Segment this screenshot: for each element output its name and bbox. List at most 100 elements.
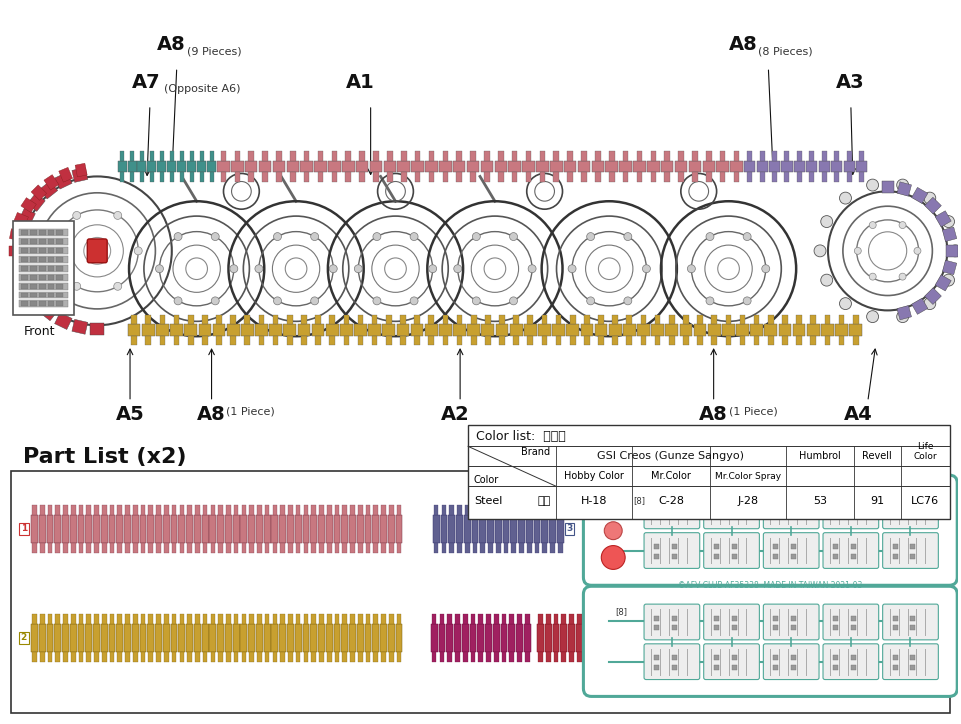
Bar (386, 316, 392, 324)
Bar (630, 624, 637, 652)
Bar (48, 542, 52, 552)
Bar (63, 542, 68, 552)
Bar (70, 624, 77, 652)
Bar (519, 542, 524, 552)
Bar (140, 151, 144, 161)
Bar (187, 161, 196, 172)
Bar (731, 514, 736, 519)
Text: GSI Creos (Gunze Sangyo): GSI Creos (Gunze Sangyo) (598, 451, 745, 461)
Bar (612, 336, 618, 345)
Bar (386, 336, 392, 345)
Bar (164, 505, 168, 515)
Bar (137, 161, 146, 172)
FancyBboxPatch shape (583, 586, 957, 696)
Bar (503, 515, 509, 542)
Bar (471, 336, 477, 345)
Bar (429, 316, 434, 324)
Text: A4: A4 (844, 405, 873, 424)
Bar (234, 542, 238, 552)
Bar (442, 542, 446, 552)
Bar (453, 161, 465, 172)
Bar (194, 515, 201, 542)
Bar (356, 161, 368, 172)
Bar (318, 151, 323, 161)
Bar (149, 542, 153, 552)
Bar (387, 172, 393, 182)
Bar (893, 514, 898, 519)
Bar (833, 615, 838, 620)
Text: Humbrol: Humbrol (800, 451, 841, 461)
Bar (18, 523, 29, 534)
Bar (200, 151, 204, 161)
FancyBboxPatch shape (823, 533, 878, 568)
Bar (425, 324, 437, 336)
Bar (397, 542, 402, 552)
Bar (623, 624, 629, 652)
Bar (318, 624, 325, 652)
Circle shape (854, 248, 861, 254)
Bar (654, 336, 660, 345)
Bar (218, 614, 223, 624)
Bar (346, 151, 351, 161)
Bar (93, 624, 100, 652)
Circle shape (706, 232, 714, 240)
Bar (47, 301, 55, 306)
FancyBboxPatch shape (882, 533, 938, 568)
Bar (259, 316, 264, 324)
Bar (357, 624, 363, 652)
Bar (94, 652, 99, 662)
Circle shape (867, 179, 878, 191)
Bar (387, 151, 393, 161)
Circle shape (211, 297, 219, 305)
Bar (833, 625, 838, 630)
Bar (797, 151, 801, 161)
Bar (488, 542, 493, 552)
Bar (558, 505, 562, 515)
Bar (448, 515, 456, 542)
Bar (210, 614, 215, 624)
Bar (550, 505, 554, 515)
Bar (327, 614, 332, 624)
Bar (304, 542, 308, 552)
Bar (38, 257, 45, 262)
Bar (637, 172, 642, 182)
Bar (924, 197, 942, 214)
Bar (598, 336, 604, 345)
Bar (374, 505, 378, 515)
Bar (822, 172, 826, 182)
Bar (508, 624, 515, 652)
Bar (296, 652, 301, 662)
Bar (439, 324, 452, 336)
Bar (30, 274, 37, 279)
FancyBboxPatch shape (882, 604, 938, 640)
Bar (287, 336, 292, 345)
Bar (311, 614, 316, 624)
Bar (47, 284, 55, 289)
Bar (280, 515, 286, 542)
Bar (456, 515, 463, 542)
Bar (652, 324, 664, 336)
Bar (71, 542, 76, 552)
Bar (209, 151, 213, 161)
Bar (605, 161, 618, 172)
Circle shape (529, 265, 536, 273)
Bar (13, 226, 29, 242)
Bar (319, 614, 324, 624)
Bar (502, 614, 506, 624)
Bar (203, 542, 208, 552)
Bar (601, 614, 604, 624)
Bar (893, 655, 898, 660)
Bar (374, 542, 378, 552)
Bar (255, 324, 268, 336)
Bar (101, 624, 108, 652)
Bar (647, 161, 659, 172)
Bar (396, 624, 403, 652)
Bar (528, 336, 533, 345)
Bar (740, 316, 746, 324)
Bar (440, 515, 447, 542)
Bar (110, 505, 114, 515)
Bar (110, 652, 114, 662)
Bar (672, 514, 677, 519)
Bar (273, 542, 277, 552)
Bar (155, 624, 162, 652)
